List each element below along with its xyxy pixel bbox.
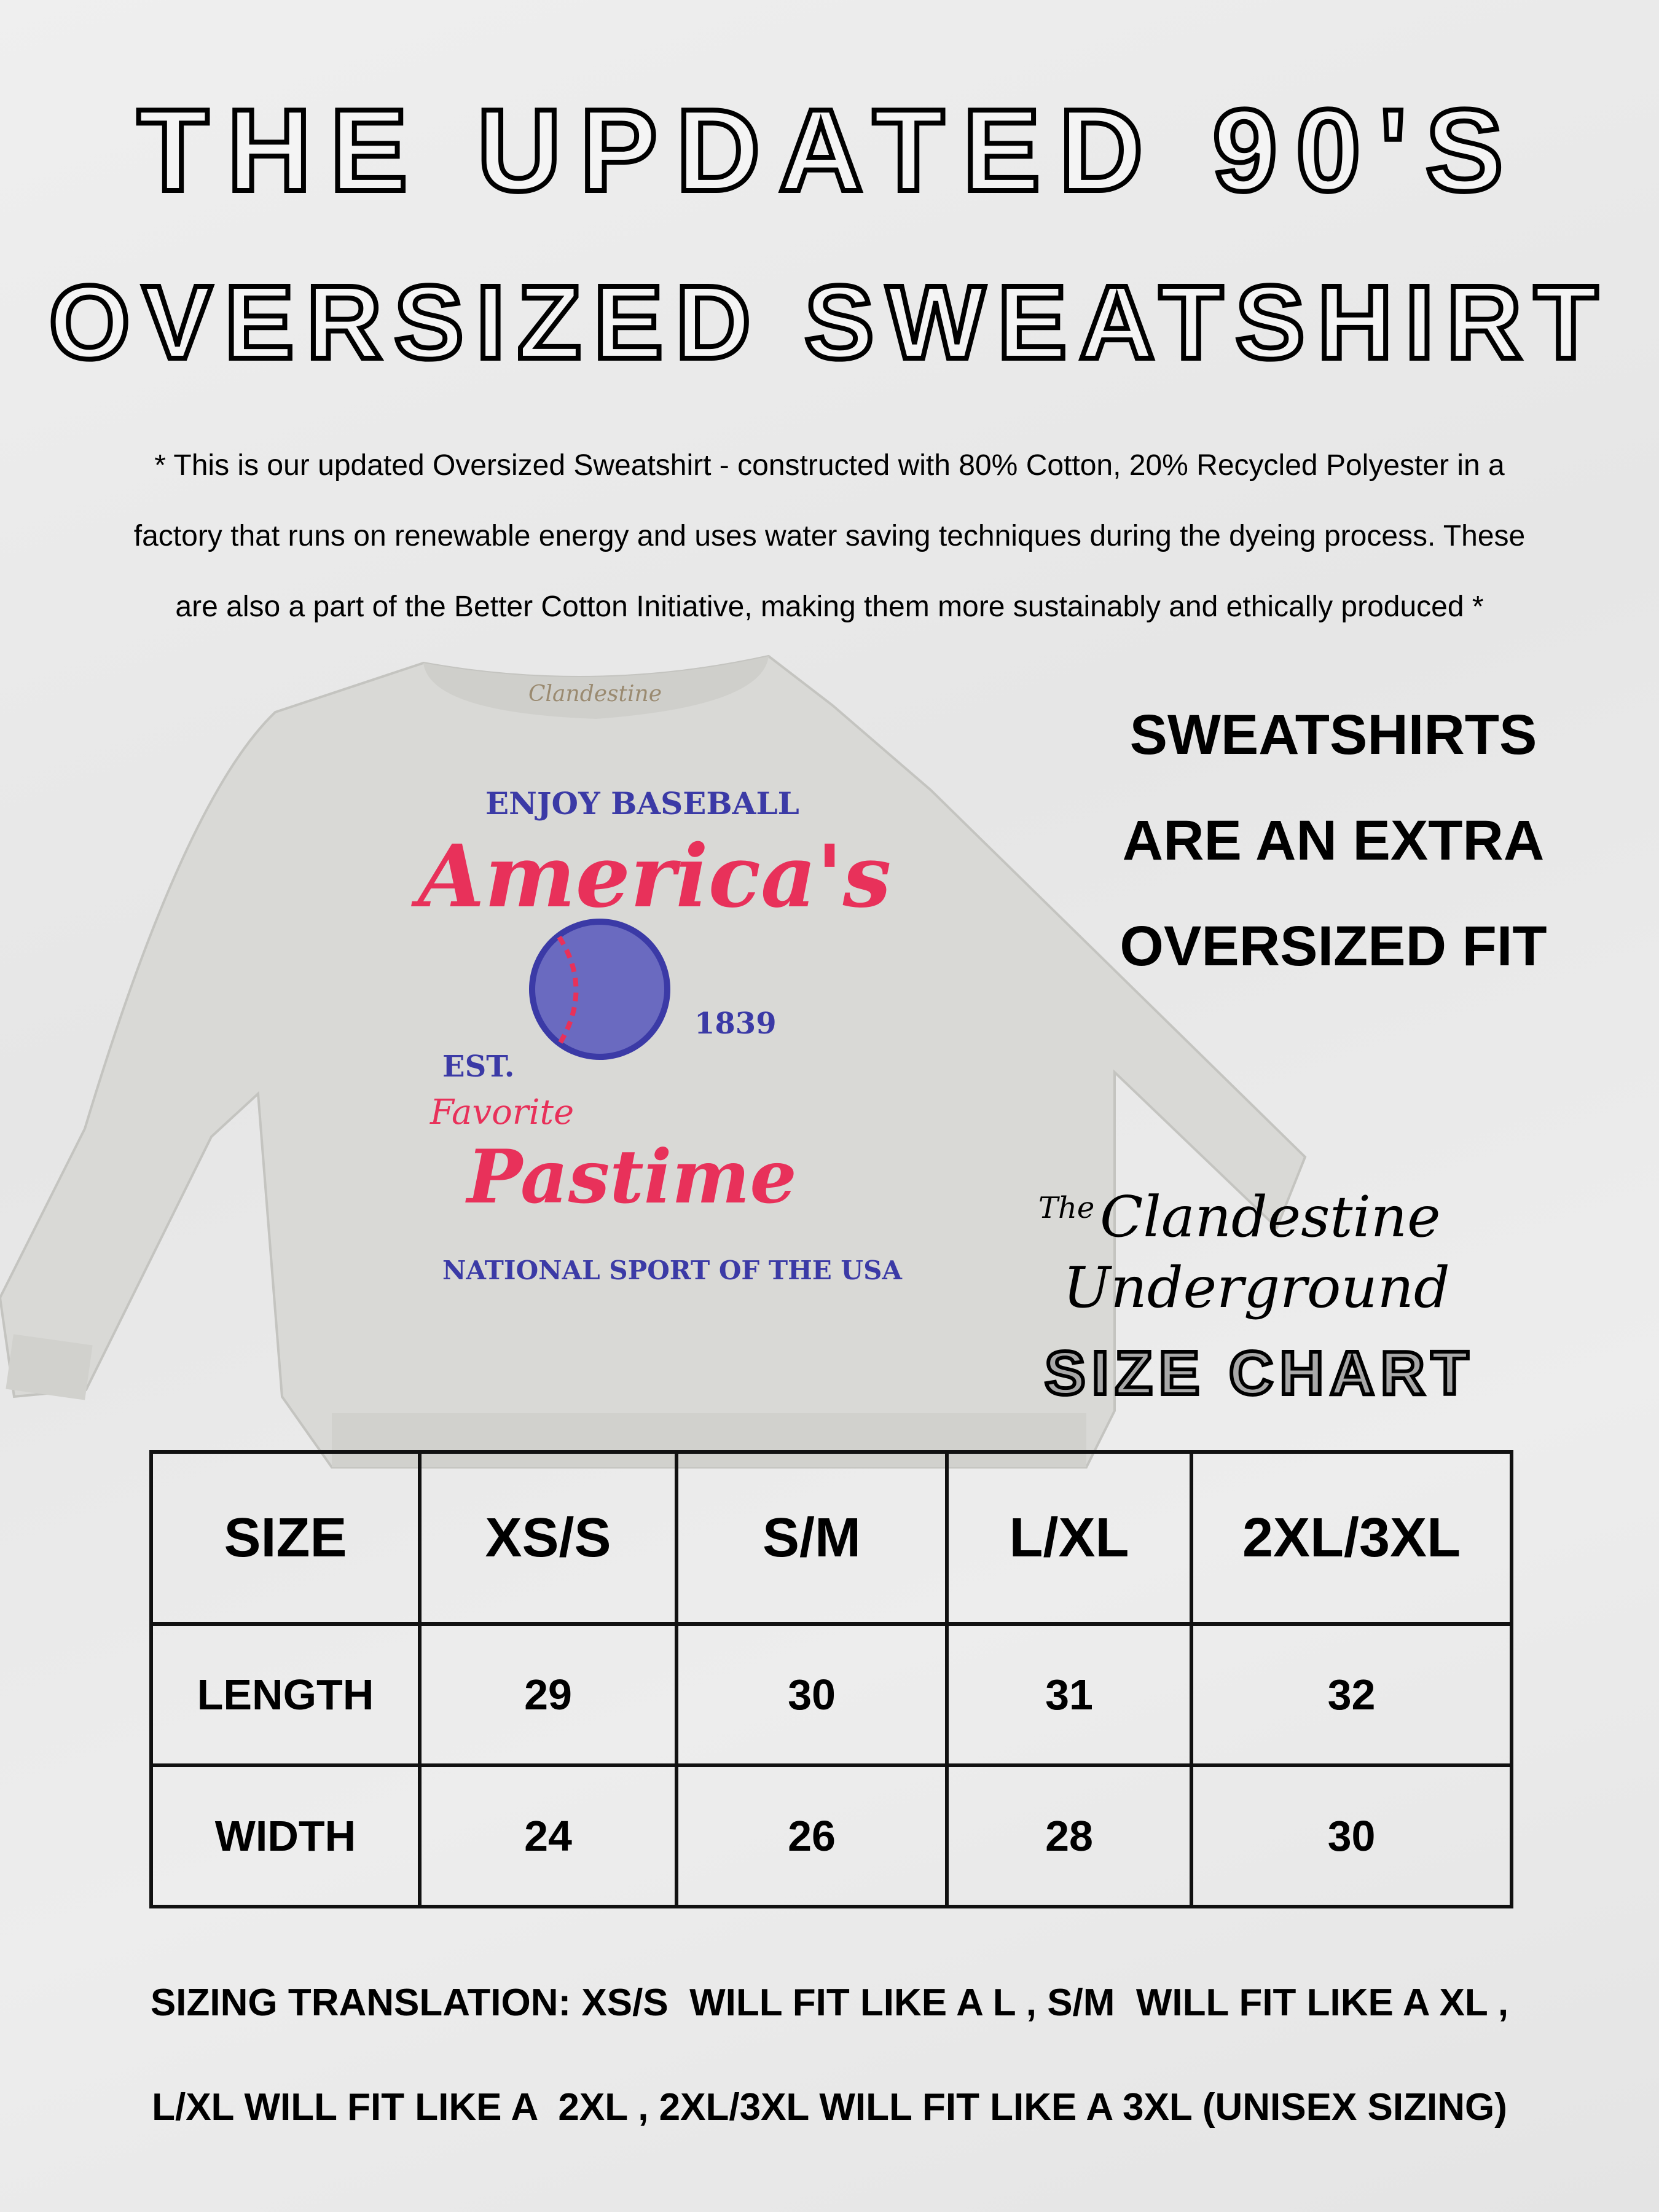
sizing-translation-line-2: L/XL WILL FIT LIKE A 2XL , 2XL/3XL WILL … bbox=[152, 2086, 1507, 2128]
table-cell: 31 bbox=[945, 1622, 1193, 1767]
title-line-1: THE UPDATED 90'S bbox=[0, 90, 1659, 211]
size-chart-title-text: SIZE CHART bbox=[1043, 1339, 1475, 1408]
title-text: OVERSIZED SWEATSHIRT bbox=[47, 264, 1610, 381]
header-cell: S/M bbox=[675, 1450, 949, 1626]
print-national-sport: NATIONAL SPORT OF THE USA bbox=[442, 1255, 902, 1285]
header-cell: SIZE bbox=[149, 1450, 422, 1626]
header-cell: XS/S bbox=[418, 1450, 678, 1626]
size-chart-title: SIZE CHART bbox=[1020, 1341, 1499, 1406]
title-text: THE UPDATED 90'S bbox=[135, 85, 1522, 216]
print-enjoy-baseball: ENJOY BASEBALL bbox=[485, 785, 799, 822]
header-cell: 2XL/3XL bbox=[1190, 1450, 1513, 1626]
collar bbox=[423, 656, 769, 719]
fit-note-line: ARE AN EXTRA bbox=[1122, 809, 1545, 872]
table-cell: 30 bbox=[1190, 1763, 1513, 1908]
description: * This is our updated Oversized Sweatshi… bbox=[31, 430, 1628, 642]
row-label: LENGTH bbox=[149, 1622, 422, 1767]
table-cell: 32 bbox=[1190, 1622, 1513, 1767]
header-cell: L/XL bbox=[945, 1450, 1193, 1626]
sizing-translation: SIZING TRANSLATION: XS/S WILL FIT LIKE A… bbox=[25, 1951, 1634, 2160]
print-year: 1839 bbox=[694, 1006, 777, 1041]
table-cell: 29 bbox=[418, 1622, 678, 1767]
fit-note-line: OVERSIZED FIT bbox=[1120, 915, 1547, 978]
logo-the: The bbox=[1038, 1191, 1095, 1225]
description-line-2: factory that runs on renewable energy an… bbox=[133, 520, 1526, 552]
logo-clandestine: Clandestine bbox=[1100, 1184, 1441, 1250]
baseball-graphic bbox=[529, 919, 670, 1060]
fit-note-line: SWEATSHIRTS bbox=[1129, 704, 1537, 766]
table-cell: 28 bbox=[945, 1763, 1193, 1908]
table-cell: 26 bbox=[675, 1763, 949, 1908]
collar-label: Clandestine bbox=[528, 681, 662, 707]
title-line-2: OVERSIZED SWEATSHIRT bbox=[0, 268, 1659, 377]
logo-underground: Underground bbox=[1063, 1255, 1450, 1320]
table-row: WIDTH 24 26 28 30 bbox=[149, 1763, 1513, 1908]
row-label: WIDTH bbox=[149, 1763, 422, 1908]
cuff-left bbox=[6, 1334, 93, 1400]
fit-note: SWEATSHIRTS ARE AN EXTRA OVERSIZED FIT bbox=[1081, 682, 1585, 999]
table-row: LENGTH 29 30 31 32 bbox=[149, 1622, 1513, 1767]
print-pastime: Pastime bbox=[467, 1134, 797, 1220]
table-header-row: SIZE XS/S S/M L/XL 2XL/3XL bbox=[149, 1450, 1513, 1626]
print-est: EST. bbox=[442, 1049, 515, 1084]
size-chart-table: SIZE XS/S S/M L/XL 2XL/3XL LENGTH 29 30 … bbox=[149, 1450, 1513, 1908]
description-line-3: are also a part of the Better Cotton Ini… bbox=[175, 590, 1484, 623]
table-cell: 24 bbox=[418, 1763, 678, 1908]
sizing-translation-line-1: SIZING TRANSLATION: XS/S WILL FIT LIKE A… bbox=[150, 1982, 1509, 2024]
table-cell: 30 bbox=[675, 1622, 949, 1767]
print-americas: America's bbox=[418, 826, 892, 927]
print-favorite: Favorite bbox=[430, 1092, 575, 1132]
brand-logo: The Clandestine Underground bbox=[1038, 1186, 1481, 1333]
description-line-1: * This is our updated Oversized Sweatshi… bbox=[154, 449, 1505, 482]
